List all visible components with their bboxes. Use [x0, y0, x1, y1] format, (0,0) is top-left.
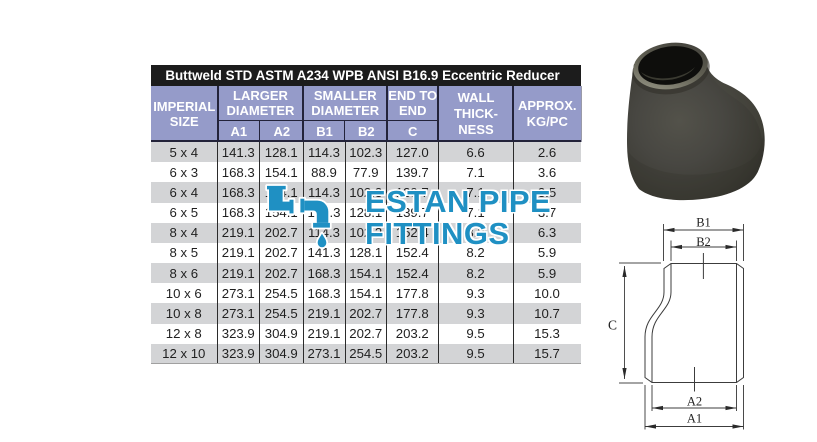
svg-text:A1: A1	[687, 412, 702, 426]
svg-text:A2: A2	[687, 395, 702, 409]
svg-text:B1: B1	[696, 216, 711, 230]
svg-text:C: C	[608, 318, 617, 333]
svg-text:B2: B2	[696, 235, 711, 249]
